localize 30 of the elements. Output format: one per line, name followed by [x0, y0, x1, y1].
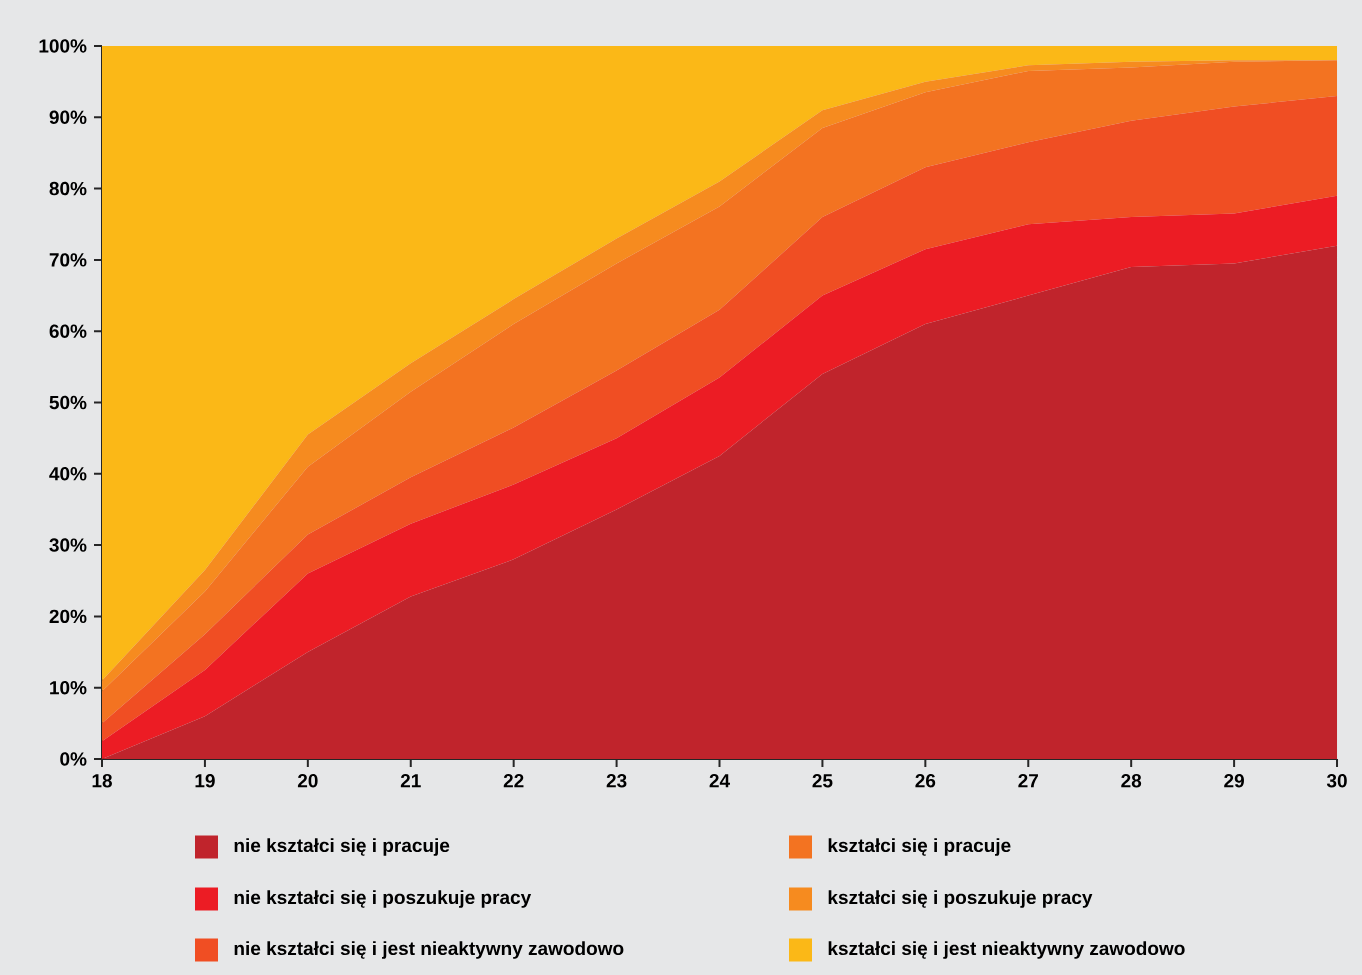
x-tick-label: 30 — [1326, 774, 1347, 788]
legend-label: nie kształci się i jest nieaktywny zawodowo — [234, 941, 624, 959]
y-tick-label: 40% — [49, 467, 87, 481]
y-tick-label: 60% — [49, 324, 87, 338]
y-tick-label: 20% — [49, 609, 87, 624]
x-tick-label: 19 — [195, 774, 215, 788]
y-tick-label: 90% — [49, 110, 87, 125]
x-tick-label: 27 — [1018, 774, 1038, 788]
y-tick-label: 100% — [39, 39, 87, 53]
legend-label: kształci się i pracuje — [828, 838, 1011, 856]
y-tick-label: 50% — [49, 395, 87, 410]
y-tick-label: 10% — [50, 680, 87, 695]
y-tick-label: 80% — [49, 181, 87, 196]
y-tick-label: 0% — [60, 752, 87, 766]
legend-label: nie kształci się i pracuje — [234, 838, 450, 856]
legend-label: kształci się i poszukuje pracy — [828, 890, 1093, 908]
y-tick-label: 30% — [49, 538, 87, 552]
x-tick-label: 26 — [915, 774, 936, 788]
y-tick-label: 70% — [49, 253, 87, 267]
x-tick-label: 20 — [297, 774, 318, 788]
x-tick-label: 25 — [812, 774, 833, 788]
x-tick-label: 21 — [400, 774, 421, 788]
x-tick-label: 24 — [709, 774, 730, 788]
x-tick-label: 22 — [503, 774, 524, 788]
legend-label: kształci się i jest nieaktywny zawodowo — [828, 941, 1185, 959]
x-tick-label: 29 — [1224, 774, 1244, 788]
x-tick-label: 23 — [606, 774, 627, 788]
legend-label: nie kształci się i poszukuje pracy — [234, 890, 532, 908]
x-tick-label: 28 — [1121, 774, 1142, 788]
x-tick-label: 18 — [92, 774, 112, 788]
